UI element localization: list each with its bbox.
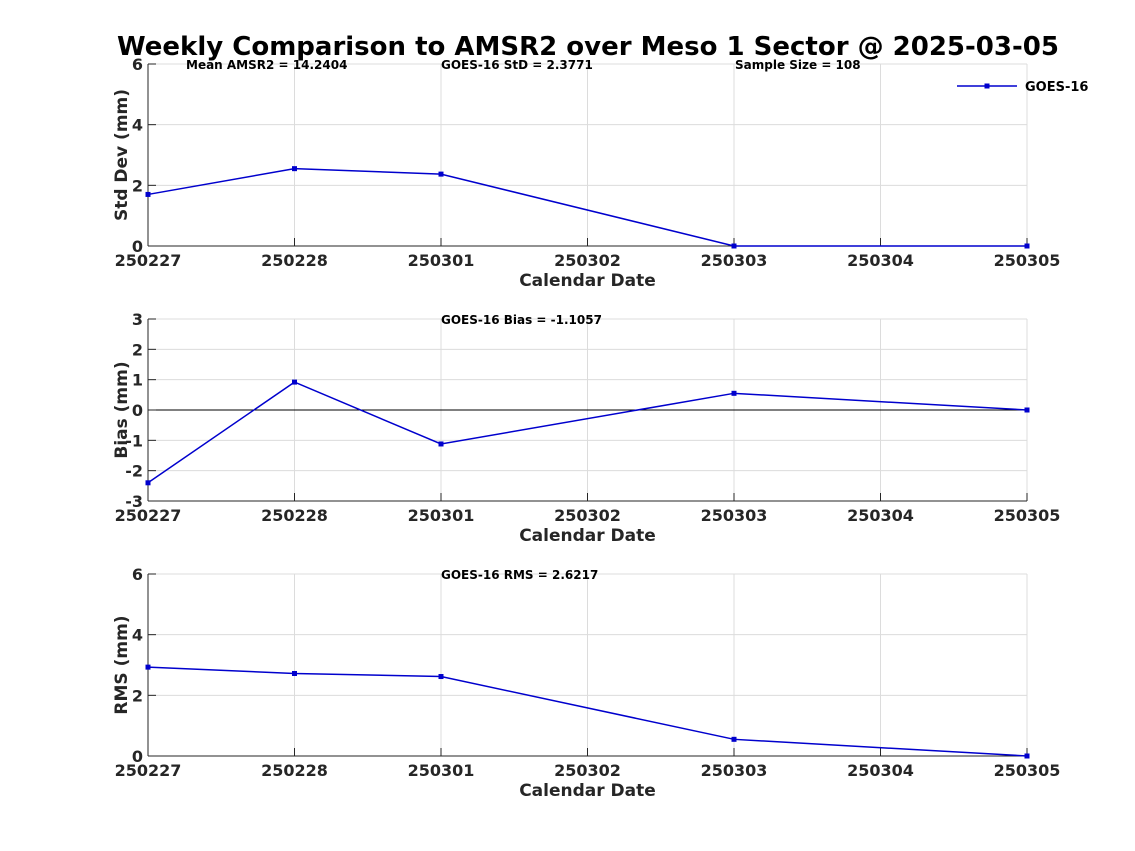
data-point	[438, 674, 444, 680]
data-point	[438, 441, 444, 447]
data-point	[145, 191, 151, 197]
data-point	[1024, 243, 1030, 249]
y-tick-label: 3	[132, 310, 143, 329]
data-point	[292, 166, 297, 172]
annotation-text: Sample Size = 108	[735, 58, 861, 72]
x-tick-label: 250301	[408, 761, 475, 780]
annotation-text: GOES-16 Bias = -1.1057	[441, 313, 602, 327]
x-tick-label: 250304	[847, 251, 914, 270]
x-tick-label: 250228	[261, 506, 328, 525]
y-tick-label: -2	[125, 462, 143, 481]
data-point	[731, 243, 737, 249]
y-axis-label: RMS (mm)	[112, 615, 132, 714]
y-tick-label: 0	[132, 747, 143, 766]
data-point	[1024, 407, 1030, 413]
x-tick-label: 250305	[994, 251, 1061, 270]
data-point	[731, 736, 737, 742]
data-point	[145, 664, 151, 670]
y-axis-label: Bias (mm)	[112, 361, 132, 458]
data-point	[292, 379, 297, 385]
y-tick-label: -1	[125, 431, 143, 450]
x-tick-label: 250305	[994, 506, 1061, 525]
y-tick-label: 2	[132, 686, 143, 705]
y-tick-label: 0	[132, 401, 143, 420]
data-point	[438, 171, 444, 177]
x-axis-label: Calendar Date	[519, 271, 656, 291]
x-tick-label: 250303	[701, 506, 768, 525]
y-tick-label: 2	[132, 176, 143, 195]
legend: GOES-16	[957, 80, 1088, 95]
x-tick-label: 250303	[701, 761, 768, 780]
y-tick-label: 4	[132, 626, 143, 645]
x-axis-label: Calendar Date	[519, 781, 656, 801]
x-tick-label: 250227	[115, 761, 182, 780]
panels: 250227 250228 250301 250302 250303 250304 2503…	[112, 55, 1088, 801]
y-tick-label: -3	[125, 492, 143, 511]
x-tick-label: 250228	[261, 251, 328, 270]
x-tick-label: 250301	[408, 506, 475, 525]
x-tick-label: 250305	[994, 761, 1061, 780]
data-point	[292, 670, 297, 676]
x-axis-label: Calendar Date	[519, 526, 656, 546]
x-tick-label: 250228	[261, 761, 328, 780]
x-tick-label: 250302	[554, 506, 621, 525]
annotation-text: GOES-16 StD = 2.3771	[441, 58, 593, 72]
x-tick-label: 250304	[847, 761, 914, 780]
annotation-text: GOES-16 RMS = 2.6217	[441, 568, 598, 582]
legend-entry-label: GOES-16	[1025, 80, 1088, 95]
data-point	[145, 480, 151, 486]
y-tick-label: 1	[132, 371, 143, 390]
std-dev-panel: 250227 250228 250301 250302 250303 250304 2503…	[112, 55, 1088, 291]
x-tick-label: 250302	[554, 251, 621, 270]
y-tick-label: 6	[132, 55, 143, 74]
y-tick-label: 0	[132, 237, 143, 256]
y-tick-label: 6	[132, 565, 143, 584]
annotation-text: Mean AMSR2 = 14.2404	[186, 58, 347, 72]
rms-panel: 250227 250228 250301 250302 250303 250304 2503…	[112, 565, 1060, 801]
bias-panel: 250227 250228 250301 250302 250303 250304 2503…	[112, 310, 1060, 546]
legend-marker	[984, 83, 990, 89]
y-axis-label: Std Dev (mm)	[112, 89, 132, 221]
data-point	[1024, 753, 1030, 759]
figure-title: Weekly Comparison to AMSR2 over Meso 1 S…	[117, 32, 1059, 62]
x-tick-label: 250303	[701, 251, 768, 270]
y-tick-label: 4	[132, 116, 143, 135]
x-tick-label: 250227	[115, 251, 182, 270]
x-tick-label: 250301	[408, 251, 475, 270]
x-tick-label: 250302	[554, 761, 621, 780]
x-tick-label: 250304	[847, 506, 914, 525]
x-tick-label: 250227	[115, 506, 182, 525]
y-tick-label: 2	[132, 340, 143, 359]
data-point	[731, 390, 737, 396]
